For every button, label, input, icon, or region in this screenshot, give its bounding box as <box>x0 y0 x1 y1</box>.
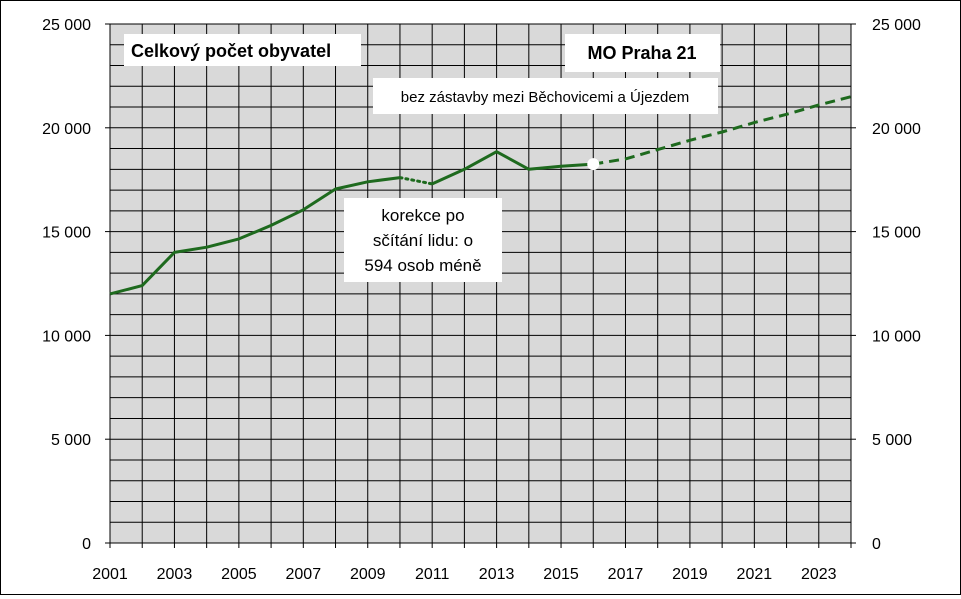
subtitle-box: MO Praha 21 <box>565 34 720 72</box>
y-tick-label-left: 5 000 <box>51 432 91 449</box>
series-line-dotted-1 <box>398 176 434 186</box>
y-tick-label-left: 10 000 <box>42 328 91 345</box>
subtitle-box-bg <box>565 34 720 72</box>
y-tick-label-right: 25 000 <box>872 17 921 34</box>
correction-annotation: korekce po sčítání lidu: o 594 osob méně <box>344 198 502 282</box>
projection-annotation-bg <box>373 78 718 114</box>
title-box: Celkový počet obyvatel <box>124 34 361 66</box>
x-tick-label: 2007 <box>286 566 322 583</box>
x-tick-label: 2021 <box>737 566 773 583</box>
x-tick-label: 2019 <box>672 566 708 583</box>
chart-subtitle: MO Praha 21 <box>587 43 696 63</box>
x-tick-label: 2017 <box>608 566 644 583</box>
correction-annotation-line-2: sčítání lidu: o <box>373 231 473 250</box>
title-box-bg <box>124 34 361 66</box>
projection-annotation: bez zástavby mezi Běchovicemi a Újezdem <box>373 78 718 114</box>
series-line-dashed-3 <box>593 95 852 166</box>
series-line-solid-0 <box>109 176 401 296</box>
y-tick-label-right: 5 000 <box>872 432 912 449</box>
x-tick-label: 2023 <box>801 566 837 583</box>
y-tick-label-right: 20 000 <box>872 121 921 138</box>
series-lines <box>109 95 852 296</box>
plot-border <box>109 23 852 544</box>
x-tick-label: 2005 <box>221 566 257 583</box>
axis-ticks: 0 0 5 000 5 000 10 000 10 000 15 000 15 000 20 0… <box>42 17 921 583</box>
projection-annotation-text: bez zástavby mezi Běchovicemi a Újezdem <box>401 89 689 106</box>
x-tick-label: 2009 <box>350 566 386 583</box>
chart-title: Celkový počet obyvatel <box>131 41 331 61</box>
series-line-solid-2 <box>431 150 594 186</box>
x-tick-label: 2013 <box>479 566 515 583</box>
y-tick-label-left: 0 <box>82 536 91 553</box>
y-tick-label-right: 0 <box>872 536 881 553</box>
x-tick-label: 2015 <box>543 566 579 583</box>
x-tick-label: 2011 <box>415 566 450 583</box>
y-tick-label-left: 20 000 <box>42 121 91 138</box>
correction-annotation-bg <box>344 198 502 282</box>
x-tick-label: 2003 <box>157 566 193 583</box>
correction-annotation-line-3: 594 osob méně <box>364 256 481 275</box>
data-point-marker <box>587 158 600 171</box>
x-tick-label: 2001 <box>92 566 128 583</box>
correction-annotation-line-1: korekce po <box>381 206 464 225</box>
y-tick-label-right: 15 000 <box>872 225 921 242</box>
y-tick-label-left: 15 000 <box>42 225 91 242</box>
y-tick-label-right: 10 000 <box>872 328 921 345</box>
y-tick-label-left: 25 000 <box>42 17 91 34</box>
